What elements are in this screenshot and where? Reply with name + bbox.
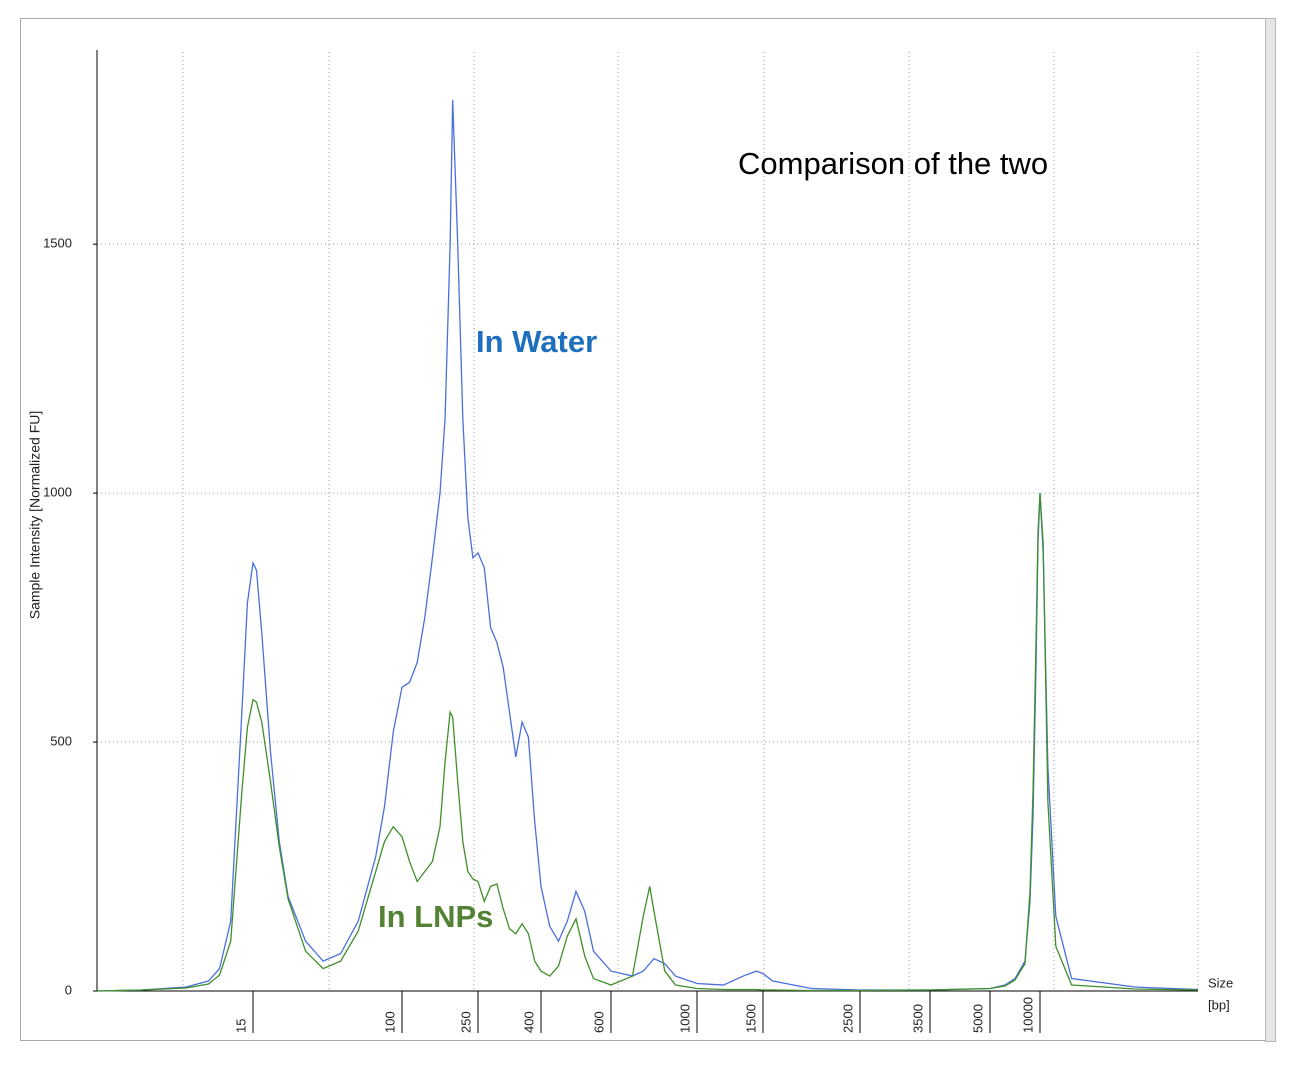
x-tick-label: 10000 [1020,997,1035,1033]
series-label: In LNPs [378,899,493,934]
y-tick-label: 1500 [43,236,72,251]
y-tick-label: 500 [50,733,72,748]
x-tick-label: 600 [591,1011,606,1033]
x-tick-label: 5000 [970,1004,985,1033]
x-axis-title: Size [1208,975,1233,990]
x-tick-label: 3500 [910,1004,925,1033]
x-tick-label: 15 [233,1019,248,1033]
x-tick-label: 100 [382,1011,397,1033]
data-line [96,493,1199,992]
x-axis-unit: [bp] [1208,997,1230,1012]
frame-edge [1265,18,1276,1042]
series-label: In Water [476,324,597,359]
y-tick-label: 0 [65,982,72,997]
y-axis-title: Sample Intensity [Normalized FU] [27,411,43,620]
x-tick-label: 2500 [840,1004,855,1033]
y-tick-label: 1000 [43,485,72,500]
x-tick-label: 1500 [743,1004,758,1033]
x-tick-label: 400 [521,1011,536,1033]
chart-title: Comparison of the two [738,146,1048,181]
x-tick-label: 1000 [677,1004,692,1033]
x-tick-label: 250 [458,1011,473,1033]
vertical-grid [182,52,1199,991]
